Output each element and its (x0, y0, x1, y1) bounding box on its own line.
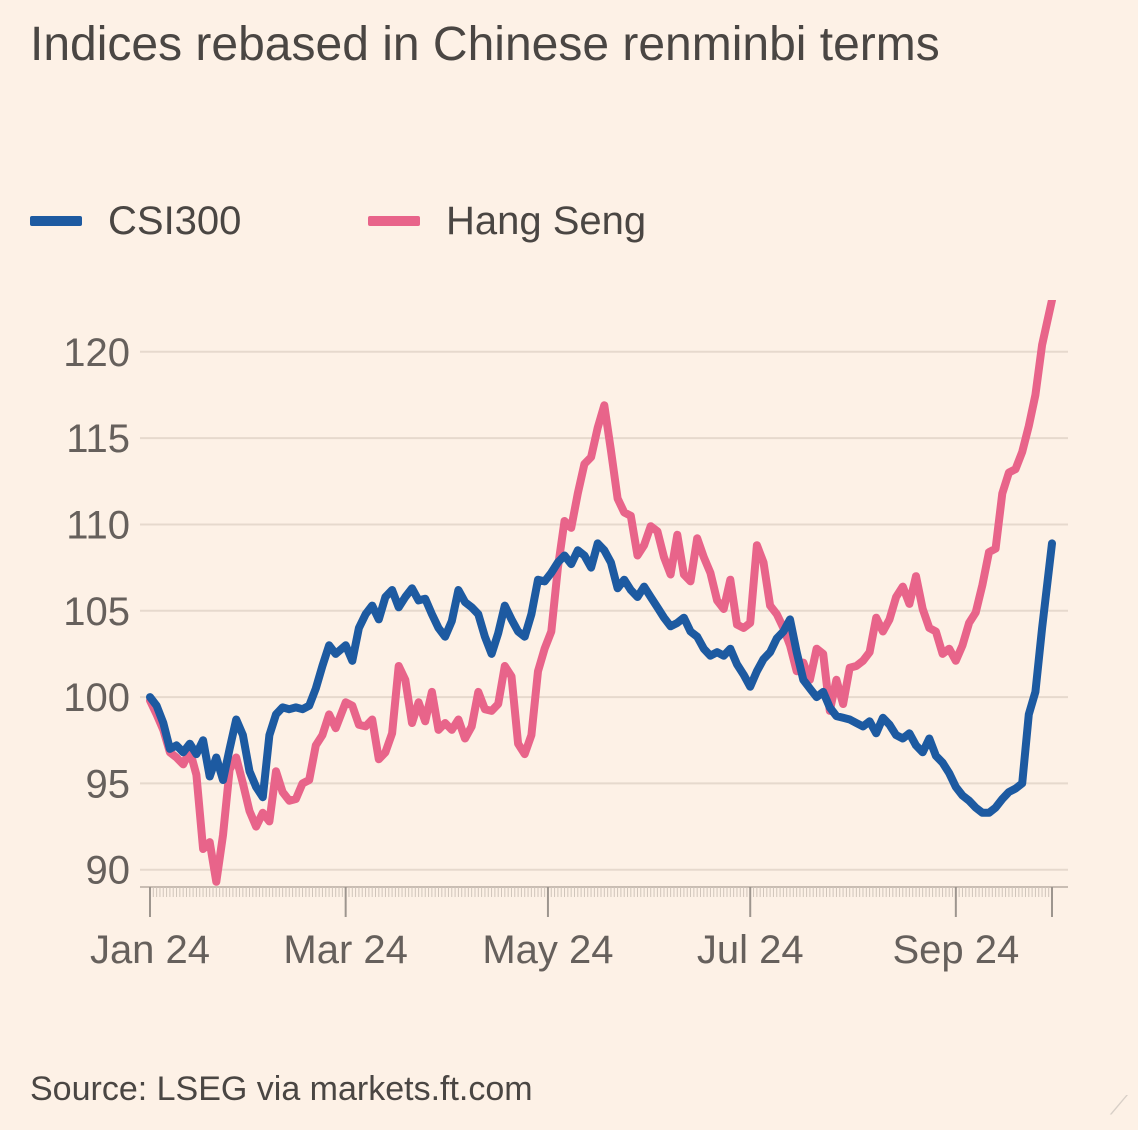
chart-title: Indices rebased in Chinese renminbi term… (30, 18, 940, 71)
x-tick-label: Sep 24 (892, 928, 1019, 972)
x-tick-label: May 24 (482, 928, 613, 972)
x-tick-label: Jan 24 (90, 928, 210, 972)
series-lines (146, 300, 1056, 886)
gridlines (140, 350, 1068, 871)
y-tick-label-120: 120 (63, 331, 130, 375)
legend-item-hang-seng: Hang Seng (368, 196, 646, 246)
legend-swatch-hang-seng (368, 216, 420, 226)
legend-label-csi300: CSI300 (108, 198, 242, 243)
legend-item-csi300: CSI300 (30, 196, 241, 246)
series-line-hang-seng (146, 300, 1056, 886)
y-axis-tick-labels: 90 95 100 105 110 115 120 (63, 331, 130, 893)
y-tick-label-90: 90 (86, 849, 131, 893)
x-tick-label: Mar 24 (283, 928, 408, 972)
line-chart: 90 95 100 105 110 115 120 Jan 24 Mar 24 May 24 Ju… (63, 300, 1068, 972)
legend: CSI300 Hang Seng (30, 196, 1030, 246)
source-note: Source: LSEG via markets.ft.com (30, 1070, 533, 1108)
y-tick-label-95: 95 (86, 762, 131, 806)
y-tick-label-105: 105 (63, 590, 130, 634)
legend-swatch-csi300 (30, 216, 82, 226)
y-tick-label-110: 110 (66, 503, 130, 547)
legend-label-hang-seng: Hang Seng (446, 198, 647, 243)
resize-grip-icon: ⟋ (1109, 1090, 1128, 1120)
x-tick-label: Jul 24 (697, 928, 804, 972)
series-line-csi300 (146, 539, 1056, 817)
x-axis: Jan 24 Mar 24 May 24 Jul 24 Sep 24 (90, 886, 1068, 972)
y-tick-label-100: 100 (63, 676, 130, 720)
y-tick-label-115: 115 (66, 417, 130, 461)
